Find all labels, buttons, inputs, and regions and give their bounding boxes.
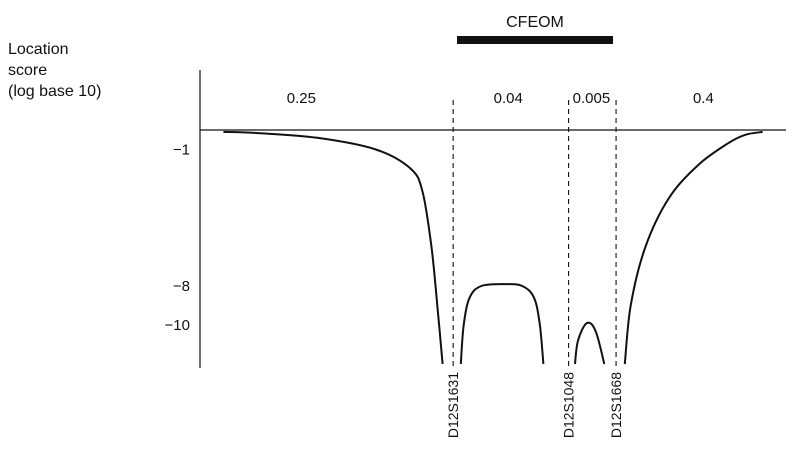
- marker-label: D12S1048: [561, 372, 577, 438]
- cfeom-region-bar: [457, 36, 613, 44]
- fraction-label: 0.4: [693, 90, 714, 107]
- y-ticks: −1 −8 −10: [165, 142, 190, 335]
- y-tick-label: −10: [165, 317, 190, 334]
- lod-curve-segment: [223, 130, 444, 365]
- fraction-label: 0.005: [573, 90, 611, 107]
- y-axis-title-line-2: score: [8, 62, 47, 79]
- cfeom-region-label: CFEOM: [506, 14, 564, 31]
- lod-curve-segment: [459, 283, 545, 365]
- marker-label: D12S1668: [608, 372, 624, 438]
- marker-lines: D12S1631 D12S1048 D12S1668: [445, 100, 624, 438]
- lod-curve-segment: [574, 321, 606, 365]
- y-axis-title-line-3: (log base 10): [8, 83, 101, 100]
- fraction-label: 0.25: [287, 90, 316, 107]
- y-axis-title-line-1: Location: [8, 41, 69, 58]
- y-tick-label: −8: [173, 278, 190, 295]
- recombination-fraction-labels: 0.25 0.04 0.005 0.4: [287, 90, 714, 107]
- fraction-label: 0.04: [494, 90, 523, 107]
- y-axis-title: Location score (log base 10): [8, 41, 101, 100]
- lod-curve-segment: [623, 130, 763, 365]
- lod-curve: [223, 130, 763, 365]
- marker-label: D12S1631: [445, 372, 461, 438]
- y-tick-label: −1: [173, 142, 190, 159]
